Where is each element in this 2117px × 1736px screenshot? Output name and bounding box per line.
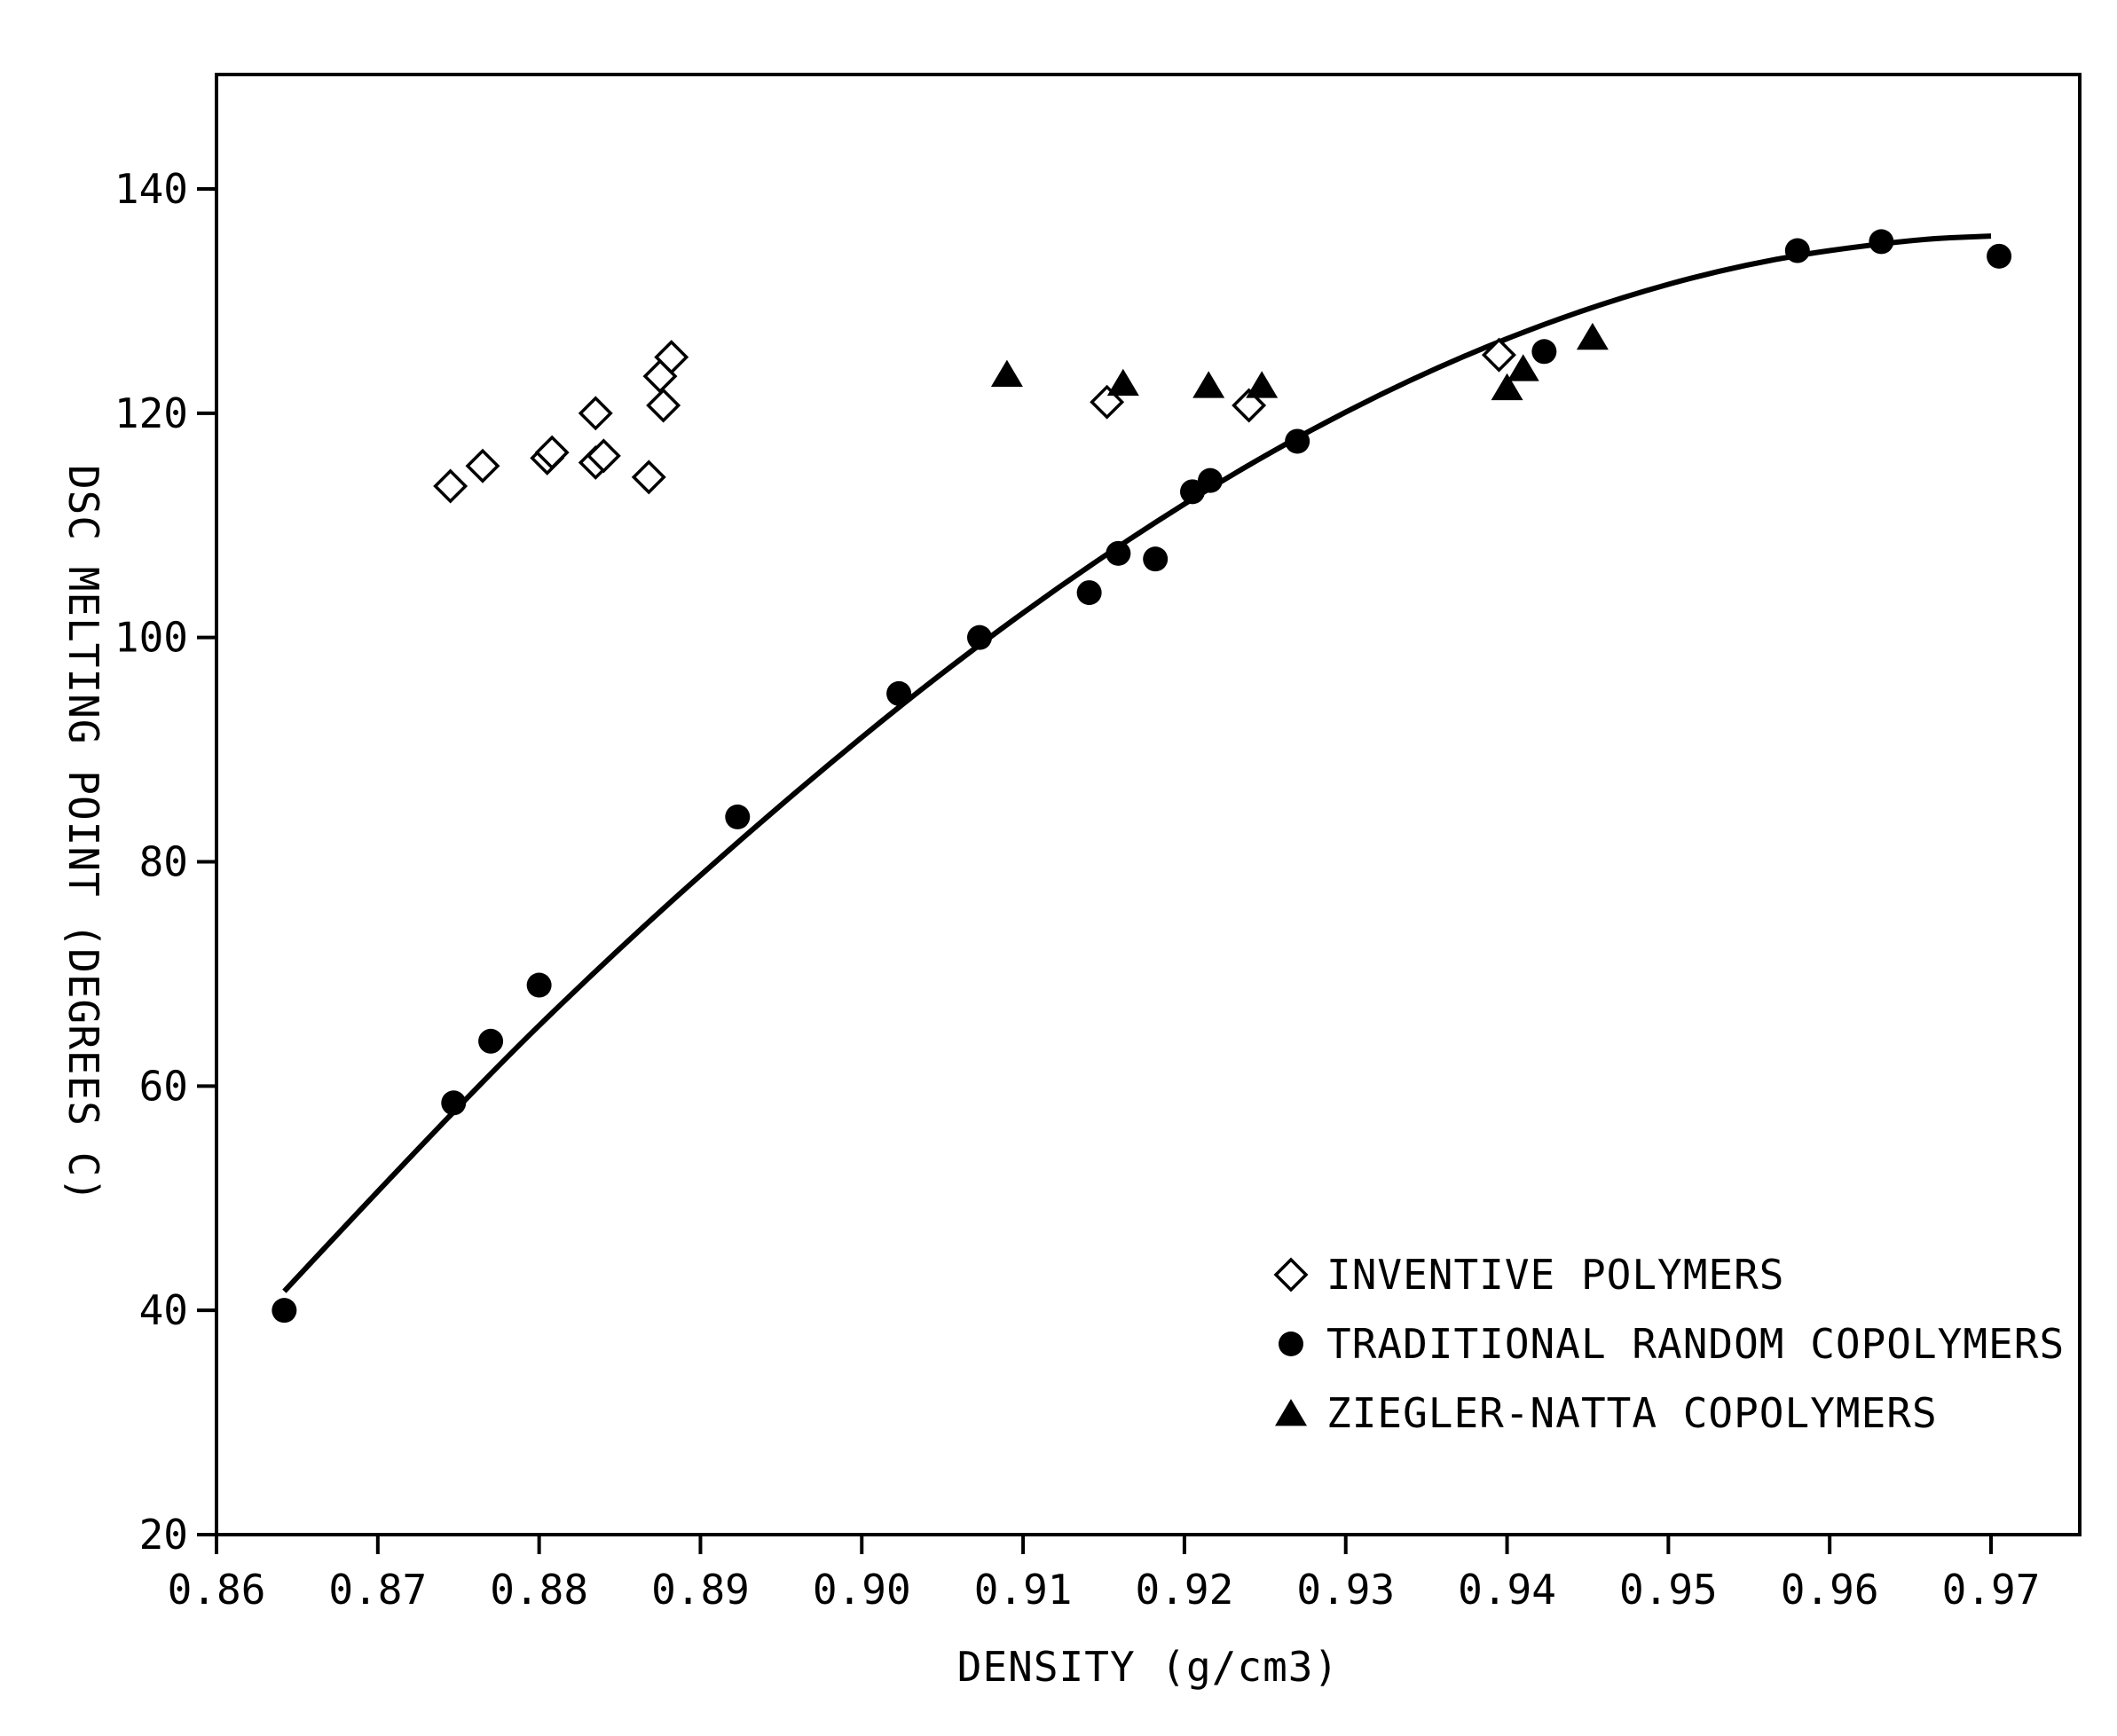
plot-frame bbox=[216, 75, 2080, 1535]
inventive-point bbox=[436, 471, 466, 501]
x-tick-label: 0.92 bbox=[1136, 1566, 1234, 1614]
inventive-point bbox=[580, 398, 610, 428]
legend-label: TRADITIONAL RANDOM COPOLYMERS bbox=[1326, 1320, 2065, 1368]
y-axis: 20 40 60 80 100 120 140 bbox=[114, 165, 216, 1559]
y-tick-label: 40 bbox=[139, 1286, 188, 1334]
x-tick-label: 0.86 bbox=[168, 1566, 266, 1614]
ziegler-natta-point bbox=[991, 360, 1023, 387]
y-tick-label: 60 bbox=[139, 1062, 188, 1110]
inventive-point bbox=[649, 390, 679, 420]
legend: INVENTIVE POLYMERS TRADITIONAL RANDOM COP… bbox=[1275, 1251, 2065, 1437]
legend-marker bbox=[1275, 1399, 1307, 1426]
ziegler-natta-point bbox=[1246, 371, 1278, 397]
y-tick-label: 80 bbox=[139, 838, 188, 886]
inventive-point bbox=[468, 451, 498, 481]
traditional-point bbox=[1987, 244, 2011, 269]
legend-marker bbox=[1279, 1331, 1303, 1356]
traditional-point bbox=[1531, 339, 1556, 364]
ziegler-natta-point bbox=[1107, 369, 1139, 396]
x-axis: 0.86 0.87 0.88 0.89 0.90 0.91 0.92 0.93 0.94 0.95… bbox=[168, 1535, 2041, 1614]
traditional-point bbox=[478, 1029, 503, 1054]
y-tick-label: 20 bbox=[139, 1511, 188, 1559]
x-axis-title: DENSITY (g/cm3) bbox=[957, 1643, 1339, 1691]
traditional-point bbox=[527, 973, 552, 998]
x-tick-label: 0.95 bbox=[1619, 1566, 1718, 1614]
y-tick-label: 120 bbox=[114, 389, 188, 437]
traditional-point bbox=[725, 805, 750, 829]
x-tick-label: 0.96 bbox=[1781, 1566, 1879, 1614]
inventive-point bbox=[634, 462, 664, 492]
x-tick-label: 0.94 bbox=[1458, 1566, 1556, 1614]
traditional-point bbox=[441, 1090, 466, 1115]
traditional-point bbox=[272, 1298, 296, 1323]
data-points-layer bbox=[272, 229, 2011, 1323]
x-tick-label: 0.88 bbox=[490, 1566, 588, 1614]
traditional-point bbox=[1198, 468, 1223, 493]
x-tick-label: 0.91 bbox=[974, 1566, 1073, 1614]
legend-label: INVENTIVE POLYMERS bbox=[1326, 1251, 1785, 1299]
legend-marker bbox=[1276, 1260, 1306, 1290]
traditional-point bbox=[1285, 428, 1310, 453]
x-tick-label: 0.89 bbox=[651, 1566, 750, 1614]
traditional-point bbox=[1869, 229, 1893, 254]
x-tick-label: 0.93 bbox=[1296, 1566, 1395, 1614]
legend-label: ZIEGLER-NATTA COPOLYMERS bbox=[1326, 1389, 1938, 1437]
traditional-point bbox=[886, 681, 911, 706]
y-tick-label: 100 bbox=[114, 614, 188, 662]
x-tick-label: 0.90 bbox=[813, 1566, 911, 1614]
ziegler-natta-point bbox=[1577, 323, 1609, 350]
traditional-point bbox=[1785, 239, 1810, 263]
traditional-point bbox=[1077, 580, 1102, 605]
x-tick-label: 0.87 bbox=[328, 1566, 427, 1614]
traditional-point bbox=[967, 625, 992, 650]
y-axis-title: DSC MELTING POINT (DEGREES C) bbox=[59, 465, 107, 1203]
scatter-chart: 0.86 0.87 0.88 0.89 0.90 0.91 0.92 0.93 0.94 0.95… bbox=[0, 0, 2117, 1736]
x-tick-label: 0.97 bbox=[1942, 1566, 2041, 1614]
y-tick-label: 140 bbox=[114, 165, 188, 213]
traditional-point bbox=[1106, 541, 1130, 566]
ziegler-natta-point bbox=[1192, 371, 1224, 397]
traditional-point bbox=[1143, 546, 1168, 571]
